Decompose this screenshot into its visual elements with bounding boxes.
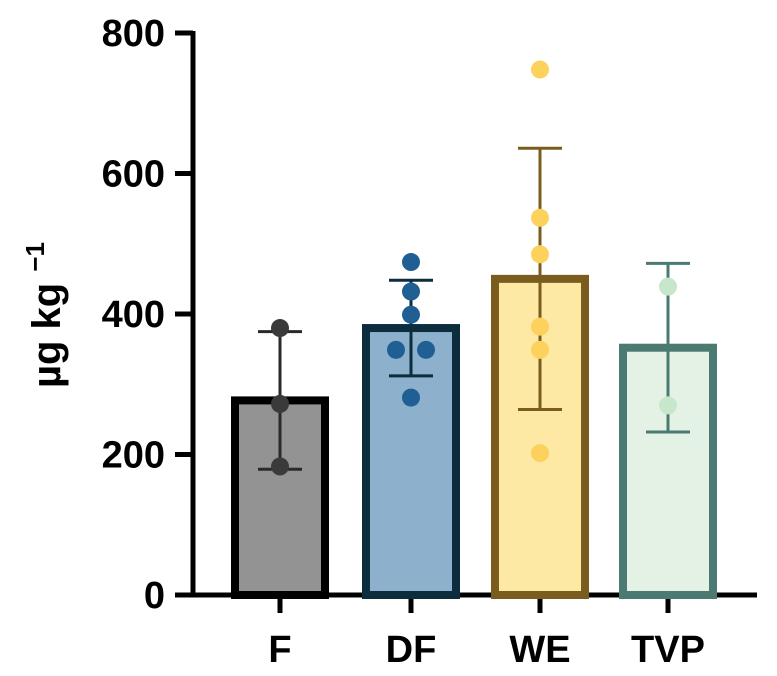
data-point-we xyxy=(531,340,549,359)
data-point-f xyxy=(271,457,289,476)
labels: 0 200 400 600 800 F DF WE TVP xyxy=(102,13,705,671)
data-point-df xyxy=(402,282,420,301)
data-point-df xyxy=(387,340,405,359)
x-tick-label-tvp: TVP xyxy=(631,629,705,671)
data-point-we xyxy=(531,317,549,336)
data-point-df xyxy=(402,305,420,324)
data-points xyxy=(271,60,677,476)
y-axis-title-text: µg kg xyxy=(25,283,69,388)
bars xyxy=(231,274,717,599)
y-tick-label: 600 xyxy=(102,154,165,196)
x-tick-label-f: F xyxy=(268,629,291,671)
data-point-we xyxy=(531,444,549,463)
data-point-we xyxy=(531,245,549,264)
y-tick-label: 400 xyxy=(102,294,165,336)
y-axis-title-superscript: −1 xyxy=(20,242,50,272)
y-tick-label: 200 xyxy=(102,435,165,477)
data-point-df xyxy=(417,340,435,359)
y-tick-label: 800 xyxy=(102,13,165,55)
data-point-df xyxy=(402,253,420,272)
data-point-tvp xyxy=(659,277,677,296)
y-axis-title: µg kg −1 xyxy=(20,242,69,388)
data-point-tvp xyxy=(659,396,677,415)
data-point-f xyxy=(271,319,289,338)
data-point-f xyxy=(271,394,289,413)
x-tick-label-we: WE xyxy=(509,629,570,671)
data-point-we xyxy=(531,208,549,227)
data-point-we xyxy=(531,60,549,79)
x-tick-label-df: DF xyxy=(386,629,437,671)
y-tick-label: 0 xyxy=(144,575,165,617)
data-point-df xyxy=(402,388,420,407)
